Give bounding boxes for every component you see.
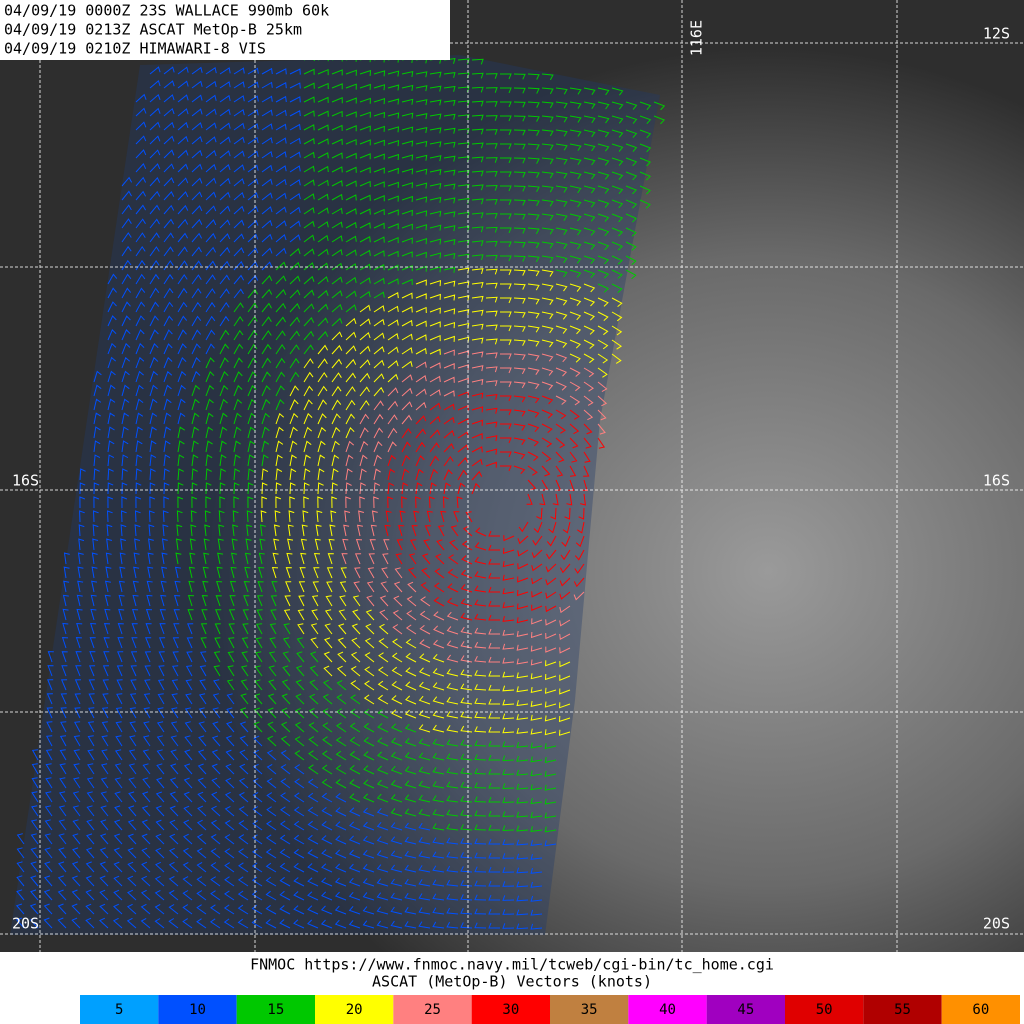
legend-label: 25	[424, 1002, 441, 1018]
header-line: 04/09/19 0213Z ASCAT MetOp-B 25km	[4, 21, 302, 39]
legend-swatch	[236, 995, 315, 1024]
legend-label: 30	[502, 1002, 519, 1018]
legend-swatch	[785, 995, 864, 1024]
legend-swatch	[550, 995, 629, 1024]
wind-barb-group	[260, 267, 623, 736]
legend-swatch	[80, 995, 159, 1024]
header: 04/09/19 0000Z 23S WALLACE 990mb 60k 04/…	[4, 2, 329, 58]
grid-labels: 116E 12S 16S 16S 20S 20S	[12, 20, 1010, 933]
lat-label: 16S	[983, 472, 1010, 490]
legend-swatch	[706, 995, 785, 1024]
legend-label: 50	[816, 1002, 833, 1018]
legend-swatch	[863, 995, 942, 1024]
wind-barb-group	[15, 66, 557, 930]
legend-swatch	[471, 995, 550, 1024]
legend-swatch	[628, 995, 707, 1024]
lon-label: 116E	[688, 20, 706, 56]
lat-label: 16S	[12, 472, 39, 490]
legend: 5 10 15 20 25 30 35 40 45 50 55 60	[80, 995, 1020, 1024]
legend-label: 55	[894, 1002, 911, 1018]
lat-label: 12S	[983, 25, 1010, 43]
scatterometer-swath	[10, 55, 660, 935]
legend-label: 35	[581, 1002, 598, 1018]
legend-swatch	[393, 995, 472, 1024]
header-line: 04/09/19 0210Z HIMAWARI-8 VIS	[4, 40, 266, 58]
legend-label: 45	[737, 1002, 754, 1018]
legend-label: 60	[972, 1002, 989, 1018]
legend-label: 5	[115, 1002, 123, 1018]
source-url: FNMOC https://www.fnmoc.navy.mil/tcweb/c…	[250, 956, 774, 974]
header-line: 04/09/19 0000Z 23S WALLACE 990mb 60k	[4, 2, 329, 20]
wind-barb-group	[341, 349, 608, 666]
legend-swatch	[941, 995, 1020, 1024]
legend-label: 20	[346, 1002, 363, 1018]
legend-label: 15	[267, 1002, 284, 1018]
lat-label: 20S	[12, 915, 39, 933]
legend-swatch	[315, 995, 394, 1024]
lat-label: 20S	[983, 915, 1010, 933]
legend-swatch	[158, 995, 237, 1024]
legend-label: 40	[659, 1002, 676, 1018]
legend-title: ASCAT (MetOp-B) Vectors (knots)	[372, 973, 652, 991]
wind-barbs	[15, 54, 666, 930]
legend-label: 10	[189, 1002, 206, 1018]
header-box	[0, 0, 450, 60]
